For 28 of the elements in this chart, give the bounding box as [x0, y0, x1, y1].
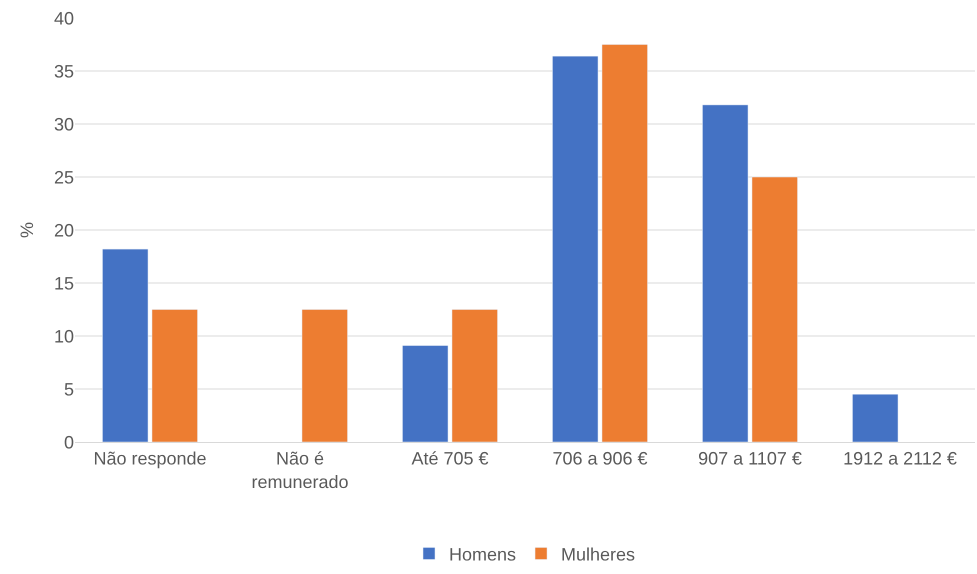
- bar: [752, 176, 798, 442]
- x-tick-label: 706 a 906 €: [552, 448, 648, 469]
- y-tick-label: 10: [54, 326, 74, 346]
- y-tick-label: 15: [54, 273, 74, 294]
- y-axis-title: %: [17, 222, 38, 238]
- y-tick-label: 35: [54, 61, 74, 82]
- bar: [402, 345, 448, 442]
- x-tick-label: Até 705 €: [411, 448, 489, 469]
- bar: [102, 248, 148, 442]
- y-tick-label: 20: [54, 220, 74, 240]
- legend-label: Mulheres: [561, 544, 636, 564]
- y-tick-label: 5: [64, 379, 74, 400]
- y-tick-label: 25: [54, 167, 74, 188]
- bar: [152, 309, 198, 442]
- bar: [852, 394, 898, 442]
- x-tick-label: Não responde: [93, 448, 207, 469]
- y-tick-label: 30: [54, 114, 74, 134]
- y-tick-label: 40: [54, 8, 74, 28]
- y-tick-label: 0: [64, 432, 74, 452]
- legend-label: Homens: [449, 544, 516, 564]
- bar: [602, 44, 648, 442]
- x-tick-label: Não é remunerado: [251, 448, 349, 492]
- bar: [702, 104, 748, 442]
- x-tick-label: 907 a 1107 €: [698, 448, 802, 469]
- bar: [552, 56, 598, 442]
- x-tick-label: 1912 a 2112 €: [843, 448, 957, 469]
- bar: [452, 309, 498, 442]
- bar: [302, 309, 348, 442]
